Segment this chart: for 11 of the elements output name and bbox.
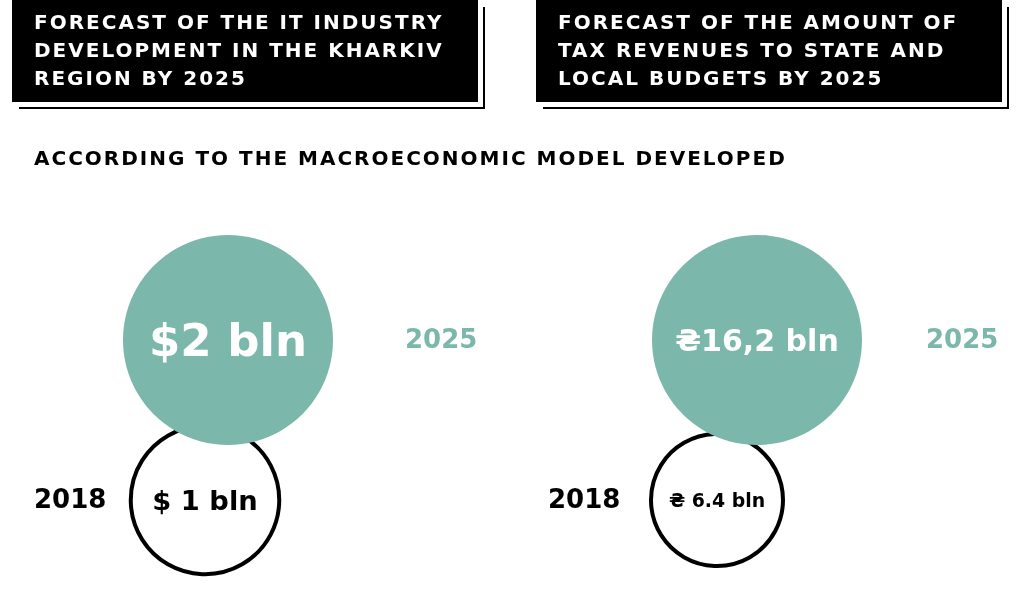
- category-label: 2025: [405, 324, 478, 354]
- data-label: ₴ 6.4 bln: [668, 489, 766, 511]
- data-label: ₴16,2 bln: [675, 322, 839, 358]
- text: FORECAST OF THE AMOUNT OF TAX REVENUES TO STATE AND LOCAL BUDGETS BY 2025: [536, 0, 1002, 102]
- category-label: 2018: [34, 484, 107, 514]
- data-label: $ 1 bln: [152, 484, 258, 516]
- text: ACCORDING TO THE MACROECONOMIC MODEL DEVELOPED: [34, 146, 787, 170]
- data-label: $2 bln: [148, 313, 308, 367]
- category-label: 2025: [926, 324, 999, 354]
- category-label: 2018: [548, 484, 621, 514]
- text: FORECAST OF THE IT INDUSTRY DEVELOPMENT IN THE KHARKIV REGION BY 2025: [12, 0, 478, 102]
